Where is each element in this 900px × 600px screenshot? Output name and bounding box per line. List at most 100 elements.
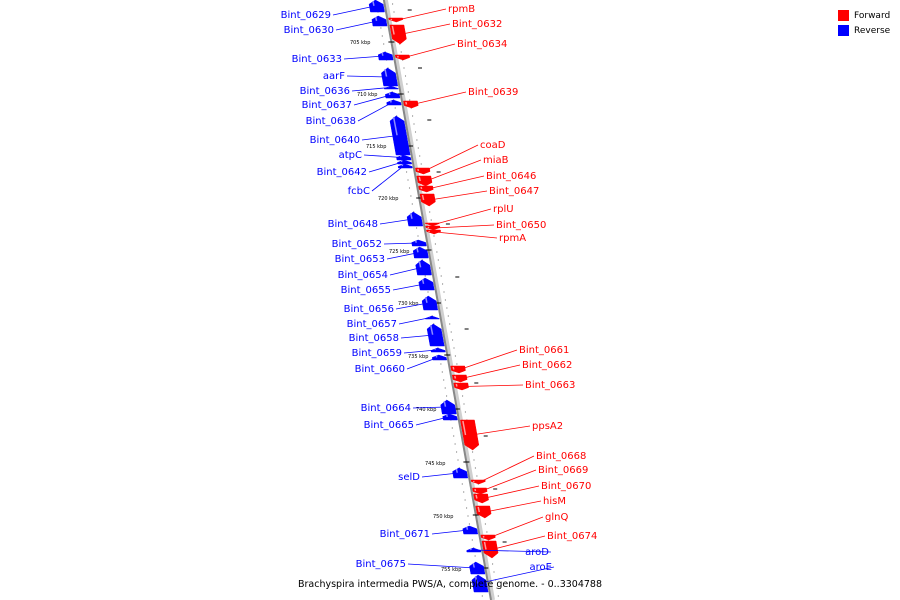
dot-right (463, 403, 465, 405)
gene-label-bint-0674[interactable]: Bint_0674 (547, 531, 597, 542)
dot-left (453, 435, 455, 437)
gene-highlight (475, 494, 478, 499)
dot-right (474, 467, 476, 469)
gene-bint-0646[interactable] (418, 185, 434, 193)
gene-ppsa2[interactable] (460, 419, 480, 451)
gene-label-rpmb[interactable]: rpmB (448, 4, 475, 15)
gene-highlight (452, 366, 455, 370)
dot-left (380, 27, 382, 29)
gene-label-aroe[interactable]: aroE (530, 562, 552, 573)
gene-label-bint-0637[interactable]: Bint_0637 (302, 100, 352, 111)
gene-label-bint-0636[interactable]: Bint_0636 (300, 86, 350, 97)
gene-label-bint-0629[interactable]: Bint_0629 (281, 10, 331, 21)
dot-right (414, 131, 417, 133)
gene-bint-0669[interactable] (472, 487, 488, 495)
callout-line (459, 349, 518, 370)
gene-label-bint-0648[interactable]: Bint_0648 (328, 219, 378, 230)
tick-label: 740 kbp (416, 407, 436, 413)
gene-coad[interactable] (415, 167, 431, 175)
gene-label-glnq[interactable]: glnQ (545, 512, 568, 523)
dot-right (453, 347, 455, 349)
gene-label-aarf[interactable]: aarF (323, 71, 345, 82)
gene-label-bint-0639[interactable]: Bint_0639 (468, 87, 518, 98)
gene-label-rpma[interactable]: rpmA (499, 233, 526, 244)
gene-label-bint-0656[interactable]: Bint_0656 (344, 304, 394, 315)
dot-right (436, 251, 438, 253)
callout-line (404, 43, 456, 58)
gene-bint-0634[interactable] (394, 54, 410, 61)
gene-label-bint-0669[interactable]: Bint_0669 (538, 465, 588, 476)
gene-label-bint-0630[interactable]: Bint_0630 (284, 25, 334, 36)
gene-label-bint-0661[interactable]: Bint_0661 (519, 345, 569, 356)
gene-glnq[interactable] (480, 534, 496, 541)
gene-label-bint-0663[interactable]: Bint_0663 (525, 380, 575, 391)
gene-fcbc[interactable] (397, 163, 413, 169)
dot-left (411, 203, 413, 205)
gene-label-bint-0671[interactable]: Bint_0671 (380, 529, 430, 540)
gene-label-bint-0654[interactable]: Bint_0654 (338, 270, 388, 281)
gene-label-bint-0658[interactable]: Bint_0658 (349, 333, 399, 344)
dot-right (416, 139, 418, 141)
gene-label-bint-0642[interactable]: Bint_0642 (317, 167, 367, 178)
gene-rpma[interactable] (426, 229, 441, 235)
gene-bint-0655[interactable] (418, 277, 435, 291)
gene-bint-0670[interactable] (473, 493, 489, 504)
gene-bint-0661[interactable] (450, 365, 466, 374)
gene-bint-0639[interactable] (403, 100, 419, 109)
gene-hism[interactable] (475, 505, 492, 519)
gene-label-bint-0647[interactable]: Bint_0647 (489, 186, 539, 197)
gene-bint-0674[interactable] (481, 540, 499, 559)
gene-label-bint-0664[interactable]: Bint_0664 (361, 403, 411, 414)
gene-bint-0662[interactable] (452, 374, 468, 383)
gene-label-bint-0675[interactable]: Bint_0675 (356, 559, 406, 570)
gene-bint-0648[interactable] (406, 211, 423, 227)
gene-highlight (418, 176, 421, 182)
gene-label-bint-0653[interactable]: Bint_0653 (335, 254, 385, 265)
gene-label-coad[interactable]: coaD (480, 140, 506, 151)
gene-bint-0663[interactable] (453, 382, 469, 391)
gene-label-bint-0632[interactable]: Bint_0632 (452, 19, 502, 30)
gene-bint-0653[interactable] (412, 246, 429, 259)
tick-label: 720 kbp (378, 196, 398, 202)
gene-label-atpc[interactable]: atpC (339, 150, 362, 161)
gene-label-bint-0634[interactable]: Bint_0634 (457, 39, 507, 50)
gene-label-arod[interactable]: aroD (525, 547, 549, 558)
gene-label-bint-0659[interactable]: Bint_0659 (352, 348, 402, 359)
gene-label-bint-0657[interactable]: Bint_0657 (347, 319, 397, 330)
gene-bint-0647[interactable] (419, 193, 436, 207)
gene-label-bint-0662[interactable]: Bint_0662 (522, 360, 572, 371)
gene-label-hism[interactable]: hisM (543, 496, 566, 507)
gene-label-bint-0638[interactable]: Bint_0638 (306, 116, 356, 127)
gene-label-bint-0670[interactable]: Bint_0670 (541, 481, 591, 492)
gene-bint-0654[interactable] (415, 259, 432, 276)
gene-bint-0665[interactable] (442, 413, 458, 421)
gene-label-rplu[interactable]: rplU (493, 204, 514, 215)
gene-label-bint-0660[interactable]: Bint_0660 (355, 364, 405, 375)
gene-bint-0629[interactable] (368, 0, 385, 13)
gene-label-bint-0640[interactable]: Bint_0640 (310, 135, 360, 146)
gene-bint-0642[interactable] (397, 159, 413, 165)
gene-label-fcbc[interactable]: fcbC (348, 186, 370, 197)
gene-label-bint-0646[interactable]: Bint_0646 (486, 171, 536, 182)
gene-label-seld[interactable]: selD (398, 472, 420, 483)
gene-label-bint-0655[interactable]: Bint_0655 (341, 285, 391, 296)
gene-highlight (446, 414, 449, 418)
gene-rpmb[interactable] (388, 17, 404, 23)
dot-left (467, 515, 469, 517)
gene-bint-0656[interactable] (421, 295, 438, 311)
gene-label-bint-0650[interactable]: Bint_0650 (496, 220, 546, 231)
gene-bint-0660[interactable] (431, 354, 448, 361)
gene-bint-0630[interactable] (371, 15, 388, 27)
gene-bint-0650[interactable] (425, 225, 441, 231)
gene-label-bint-0665[interactable]: Bint_0665 (364, 420, 414, 431)
dot-right (447, 315, 449, 317)
gene-bint-0637[interactable] (385, 91, 401, 99)
dot-right (443, 291, 445, 293)
gene-label-bint-0668[interactable]: Bint_0668 (536, 451, 586, 462)
gene-label-bint-0652[interactable]: Bint_0652 (332, 239, 382, 250)
gene-label-miab[interactable]: miaB (483, 155, 509, 166)
gene-miab[interactable] (416, 175, 433, 187)
gene-label-bint-0633[interactable]: Bint_0633 (292, 54, 342, 65)
gene-label-ppsa2[interactable]: ppsA2 (532, 421, 563, 432)
gene-bint-0632[interactable] (389, 24, 407, 45)
